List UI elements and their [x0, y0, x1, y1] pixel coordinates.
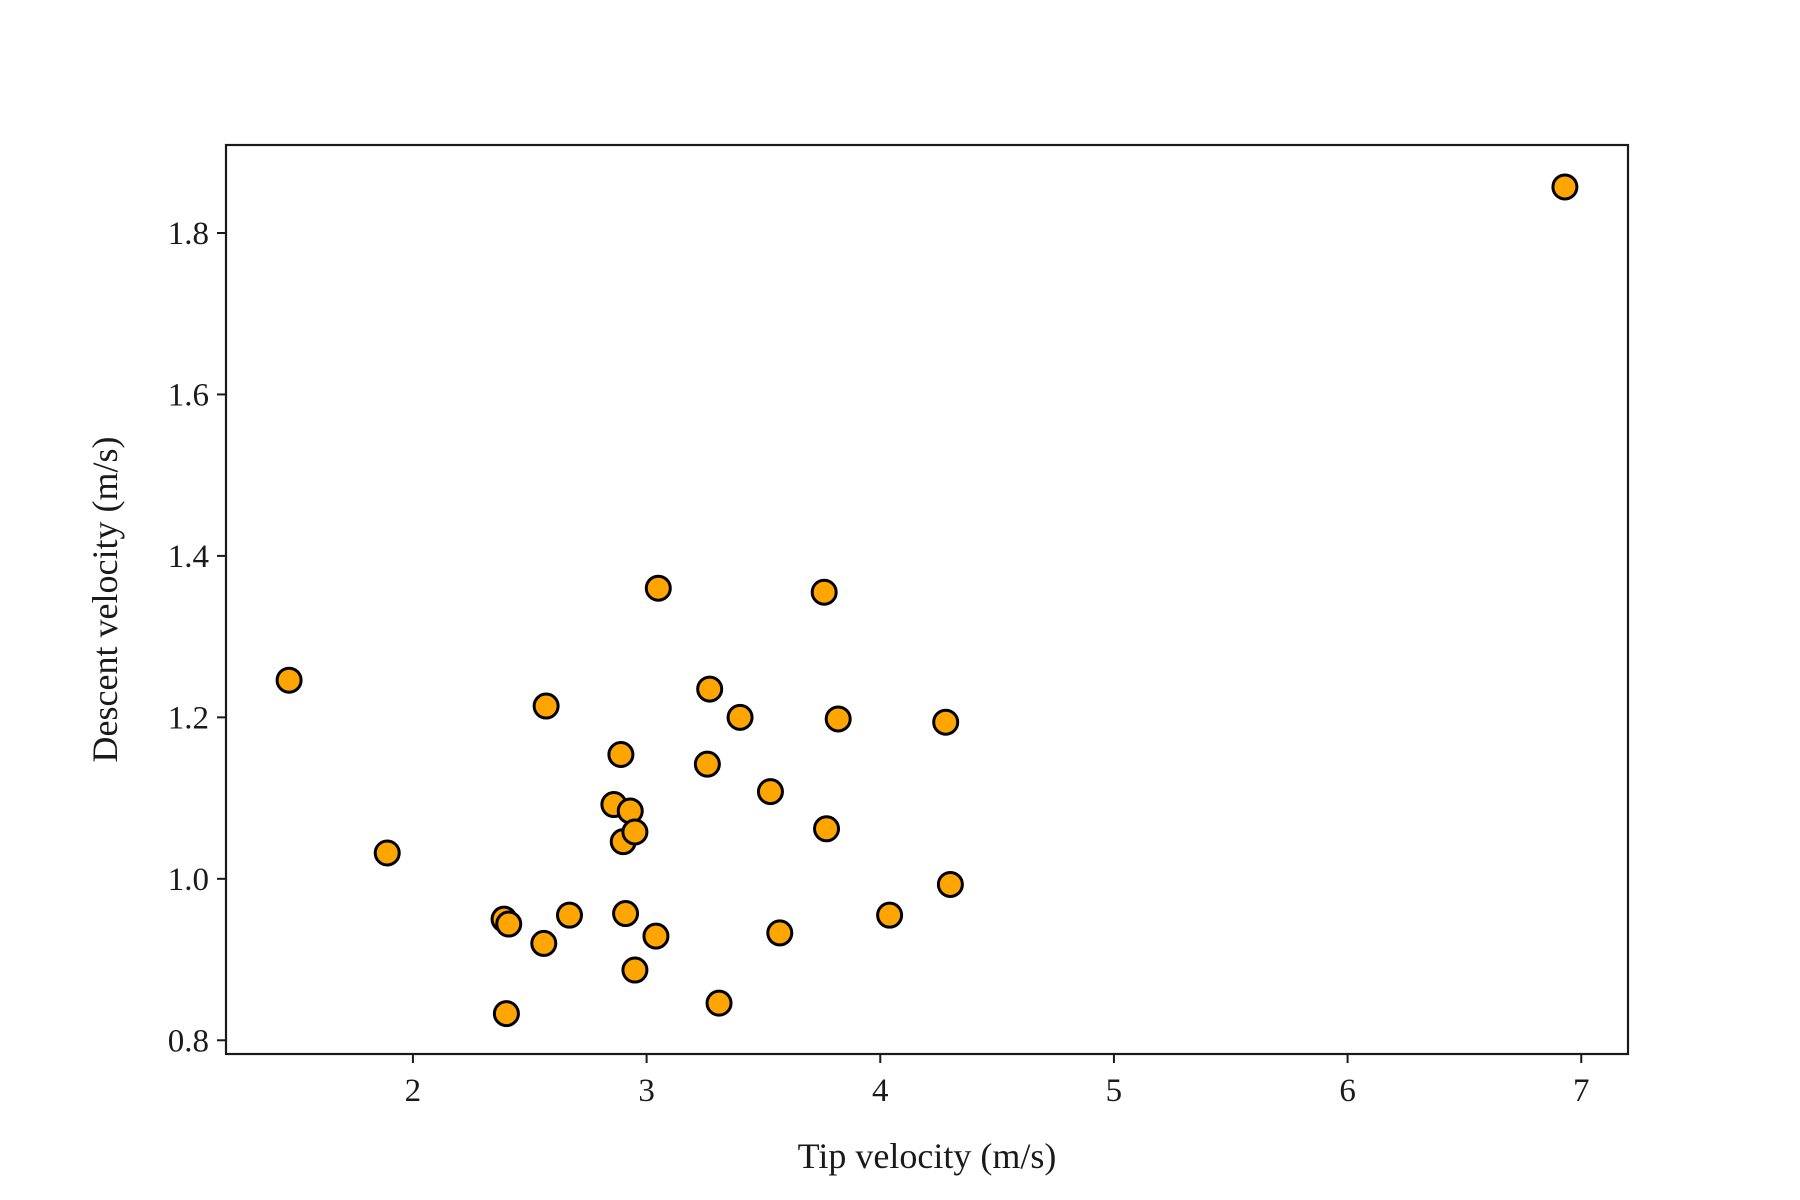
y-tick-label: 1.0	[168, 862, 209, 898]
data-point	[642, 922, 670, 950]
x-tick-label: 6	[1339, 1073, 1356, 1109]
y-tick-label: 1.6	[168, 377, 209, 413]
x-axis-ticks: 2 3 4 5 6 7	[405, 1054, 1590, 1109]
data-point	[607, 740, 635, 768]
x-tick-label: 3	[638, 1073, 655, 1109]
data-point	[1551, 173, 1579, 201]
data-point	[726, 703, 754, 731]
data-point	[705, 989, 733, 1017]
x-axis-label: Tip velocity (m/s)	[798, 1136, 1057, 1176]
data-point	[693, 750, 721, 778]
data-point	[932, 708, 960, 736]
x-tick-label: 7	[1573, 1073, 1590, 1109]
x-tick-label: 4	[872, 1073, 889, 1109]
data-point	[936, 870, 964, 898]
x-tick-label: 5	[1106, 1073, 1123, 1109]
data-point	[810, 578, 838, 606]
y-tick-label: 0.8	[168, 1023, 209, 1059]
data-point	[555, 901, 583, 929]
y-axis-ticks: 0.8 1.0 1.2 1.4 1.6 1.8	[168, 216, 226, 1059]
y-tick-label: 1.8	[168, 216, 209, 252]
data-point	[824, 705, 852, 733]
data-point	[766, 919, 794, 947]
data-point	[756, 778, 784, 806]
data-point	[621, 956, 649, 984]
data-point	[696, 675, 724, 703]
data-point	[612, 900, 640, 928]
data-point	[621, 818, 649, 846]
data-point	[532, 692, 560, 720]
data-point	[373, 839, 401, 867]
data-point	[275, 666, 303, 694]
data-point	[495, 910, 523, 938]
data-point	[492, 1000, 520, 1028]
data-point	[530, 929, 558, 957]
y-tick-label: 1.2	[168, 700, 209, 736]
data-point	[876, 901, 904, 929]
x-tick-label: 2	[405, 1073, 422, 1109]
plot-frame	[224, 143, 1630, 1056]
data-point	[813, 815, 841, 843]
y-tick-label: 1.4	[168, 539, 209, 575]
y-axis-label: Descent velocity (m/s)	[85, 437, 125, 763]
scatter-points	[275, 173, 1579, 1028]
data-point	[644, 574, 672, 602]
